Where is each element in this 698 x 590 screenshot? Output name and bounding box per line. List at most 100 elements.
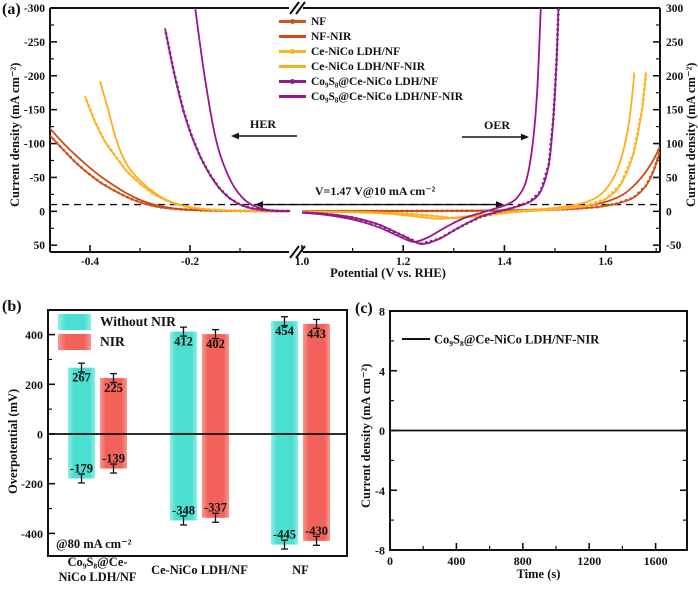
curve-marker bbox=[626, 166, 630, 169]
y-tick-label: -200 bbox=[24, 71, 45, 83]
y-tick-label: -4 bbox=[375, 484, 385, 498]
legend-item: Co₉S₈@Ce-NiCo LDH/NF-NIR bbox=[279, 89, 463, 104]
curve-marker bbox=[526, 200, 530, 204]
curve-marker bbox=[618, 184, 621, 187]
curve-marker bbox=[109, 148, 113, 152]
x-tick-label: 1.2 bbox=[396, 256, 411, 268]
curve-marker bbox=[554, 63, 558, 67]
curve-marker bbox=[549, 143, 553, 146]
curve-marker bbox=[552, 108, 556, 111]
curve-marker bbox=[179, 100, 183, 103]
curve-marker bbox=[195, 147, 199, 151]
curve-marker bbox=[144, 202, 148, 206]
curve-marker bbox=[177, 90, 181, 94]
legend-item: Ce-NiCo LDH/NF bbox=[279, 44, 463, 59]
legend-item-label: Co₉S₈@Ce-NiCo LDH/NF-NIR bbox=[434, 333, 600, 347]
curve-marker bbox=[169, 56, 173, 60]
cell-voltage-annotation: V=1.47 V@10 mA cm⁻² bbox=[314, 184, 436, 198]
legend-marker-dot bbox=[290, 19, 295, 24]
curve-marker bbox=[589, 202, 593, 206]
bar-value-label: 267 bbox=[72, 371, 91, 385]
curve-marker bbox=[637, 122, 641, 126]
curve-marker bbox=[644, 184, 648, 188]
curve-marker bbox=[165, 36, 169, 40]
curve-marker bbox=[548, 148, 552, 151]
curve-marker bbox=[598, 199, 602, 203]
curve-marker bbox=[620, 179, 624, 183]
y-tick-label: 0 bbox=[39, 206, 45, 218]
curve-marker bbox=[401, 234, 405, 238]
curve-marker bbox=[99, 131, 103, 135]
curve-marker bbox=[552, 103, 556, 106]
curve-marker bbox=[549, 138, 553, 141]
curve-marker bbox=[488, 212, 492, 216]
curve-marker bbox=[447, 231, 451, 235]
curve-marker bbox=[469, 219, 473, 223]
curve-marker bbox=[170, 61, 174, 65]
curve-marker bbox=[180, 105, 184, 108]
curve-marker bbox=[193, 142, 197, 146]
curve-marker bbox=[553, 98, 556, 101]
legend-item-label: Co₉S₈@Ce-NiCo LDH/NF bbox=[311, 75, 439, 88]
curve-marker bbox=[406, 236, 410, 240]
curve-marker bbox=[126, 195, 129, 199]
curve-marker bbox=[534, 194, 538, 198]
oer-curve-1 bbox=[301, 146, 660, 213]
legend-item: Without NIR bbox=[58, 314, 176, 330]
curve-marker bbox=[483, 214, 487, 217]
bar-value-label: -337 bbox=[204, 501, 227, 515]
curve-marker bbox=[95, 178, 99, 182]
legend-swatch bbox=[58, 314, 91, 330]
curve-marker bbox=[639, 112, 643, 116]
curve-marker bbox=[641, 98, 645, 101]
curve-marker bbox=[628, 161, 632, 165]
curve-marker bbox=[615, 202, 618, 205]
curve-marker bbox=[168, 51, 172, 55]
x-tick-label: 1600 bbox=[644, 554, 668, 568]
curve-marker bbox=[540, 186, 544, 190]
curve-marker bbox=[619, 200, 623, 204]
x-tick-label: 1.4 bbox=[497, 256, 512, 268]
her-curve-2 bbox=[84, 95, 291, 213]
curve-marker bbox=[221, 190, 225, 193]
panel-c-label: (c) bbox=[355, 300, 373, 317]
legend-line-sample bbox=[279, 79, 306, 84]
curve-marker bbox=[634, 137, 638, 141]
y-tick-label: 4 bbox=[379, 364, 385, 378]
curve-marker bbox=[629, 197, 633, 201]
bar-nir-1 bbox=[202, 334, 229, 518]
bar-value-label: 412 bbox=[174, 335, 193, 349]
curve-marker bbox=[640, 107, 644, 111]
curve-marker bbox=[58, 145, 62, 148]
curve-marker bbox=[633, 194, 637, 198]
her-arrowhead bbox=[231, 132, 239, 140]
y-tick-label: 400 bbox=[25, 328, 43, 342]
curve-marker bbox=[440, 215, 444, 219]
curve-marker bbox=[392, 230, 396, 234]
curve-marker bbox=[96, 127, 100, 130]
y-tick-label: 100 bbox=[666, 139, 684, 151]
curve-marker bbox=[104, 184, 107, 187]
curve-marker bbox=[554, 78, 557, 82]
curve-marker bbox=[465, 222, 469, 225]
curve-marker bbox=[541, 182, 545, 185]
curve-marker bbox=[557, 8, 560, 12]
curve-marker bbox=[256, 207, 259, 211]
legend-line-sample bbox=[279, 49, 306, 54]
curve-marker bbox=[633, 142, 637, 146]
curve-marker bbox=[415, 213, 419, 217]
legend-line-sample bbox=[279, 95, 306, 98]
bar-value-label: -179 bbox=[70, 461, 93, 475]
curve-marker bbox=[498, 209, 501, 213]
curve-marker bbox=[224, 193, 228, 197]
y-tick-label: 8 bbox=[379, 305, 385, 319]
x-tick-label: 1.6 bbox=[598, 256, 613, 268]
curve-marker bbox=[101, 135, 105, 139]
y-tick-label: 300 bbox=[666, 3, 684, 15]
curve-marker bbox=[176, 85, 179, 89]
category-label: NF bbox=[292, 563, 309, 577]
curve-marker bbox=[530, 198, 534, 201]
axis-break-mark bbox=[295, 245, 306, 259]
curve-marker bbox=[643, 83, 647, 86]
curve-marker bbox=[555, 43, 559, 47]
